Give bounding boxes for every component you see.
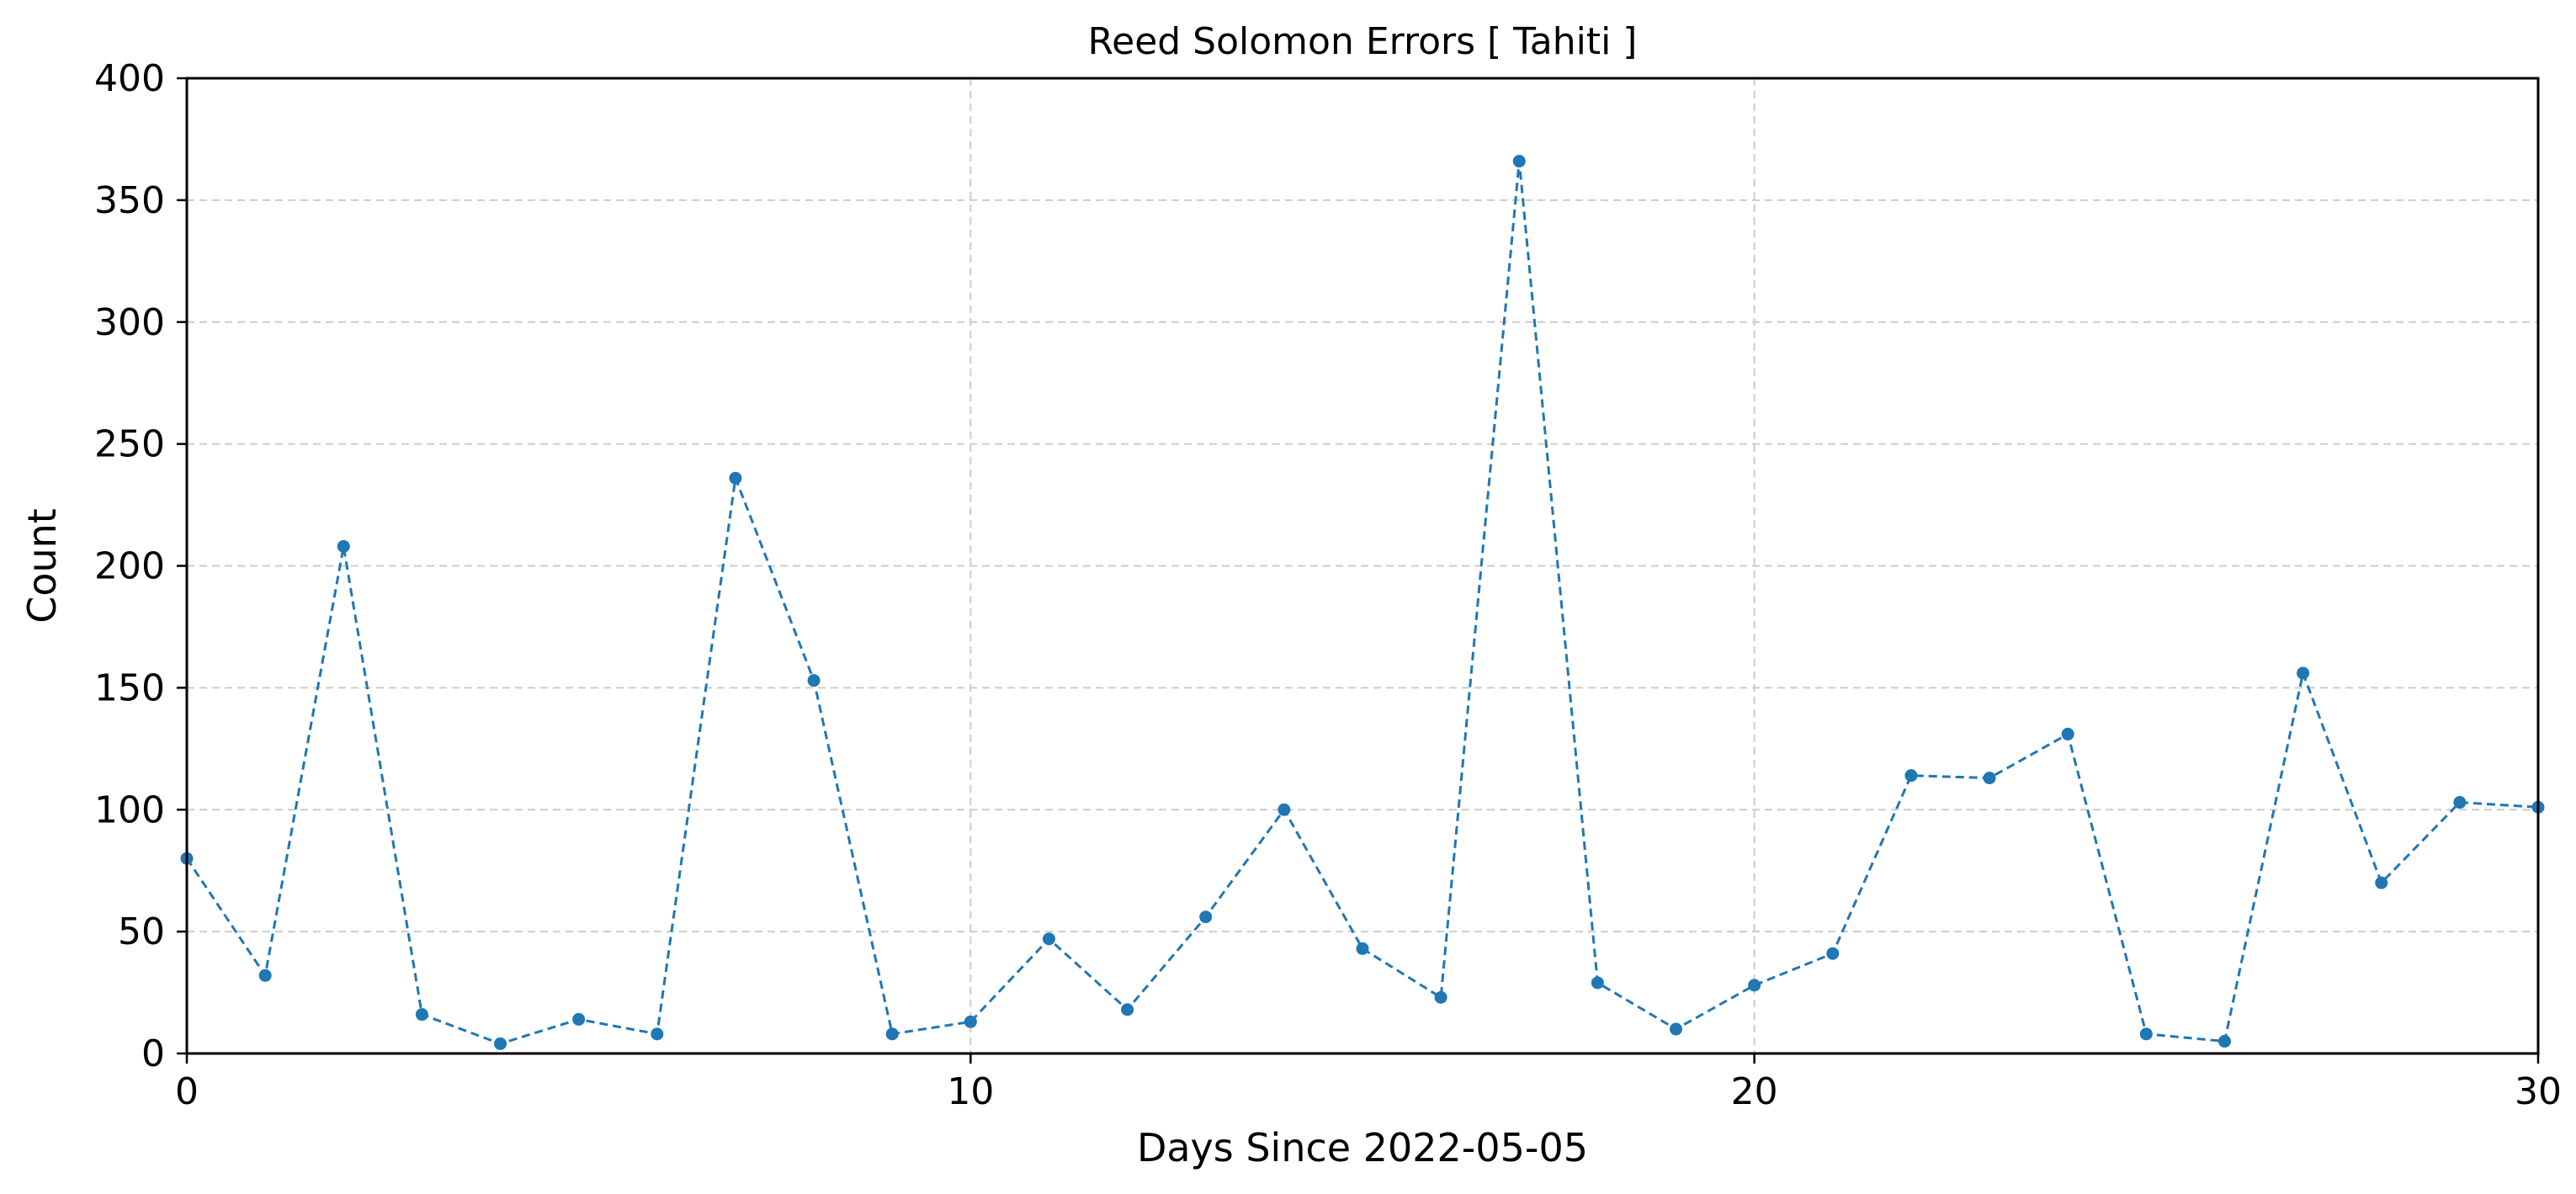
data-point <box>415 1008 428 1022</box>
data-point <box>1748 979 1761 992</box>
ticks: 0 50 100 150 200 250 300 350 400 0 10 20 30 <box>94 57 2562 1113</box>
data-point <box>2217 1035 2231 1048</box>
series-line <box>185 161 2539 1045</box>
chart-title: Reed Solomon Errors [ Tahiti ] <box>1088 20 1638 63</box>
data-point <box>2139 1027 2153 1041</box>
data-point <box>494 1037 507 1050</box>
data-point <box>572 1012 586 1026</box>
y-tick-label: 0 <box>141 1032 165 1075</box>
y-tick-label: 200 <box>94 545 165 588</box>
y-tick-label: 400 <box>94 57 165 100</box>
x-tick-label: 0 <box>175 1070 199 1113</box>
data-point <box>1904 769 1918 783</box>
data-point <box>1277 803 1291 816</box>
data-point <box>885 1027 899 1041</box>
y-tick-label: 300 <box>94 301 165 344</box>
data-point <box>807 674 821 687</box>
y-axis-label: Count <box>19 508 65 624</box>
y-tick-label: 350 <box>94 179 165 222</box>
data-point <box>2453 796 2467 809</box>
data-point <box>258 968 272 982</box>
series-layer <box>180 155 2545 1050</box>
y-tick-label: 50 <box>118 910 165 953</box>
x-tick-label: 10 <box>947 1070 994 1113</box>
y-tick-label: 250 <box>94 423 165 466</box>
data-point <box>1434 990 1447 1004</box>
y-tick-label: 100 <box>94 788 165 831</box>
x-tick-label: 30 <box>2515 1070 2562 1113</box>
x-axis-label: Days Since 2022-05-05 <box>1137 1125 1588 1170</box>
data-point <box>2061 727 2074 740</box>
data-point <box>337 539 350 553</box>
data-point <box>2375 876 2388 889</box>
grid <box>186 77 2539 1054</box>
data-point <box>729 471 742 485</box>
y-tick-label: 150 <box>94 666 165 709</box>
data-point <box>1826 947 1840 960</box>
data-point <box>2297 666 2310 680</box>
data-point <box>1356 942 1369 955</box>
data-point <box>1983 772 1996 785</box>
data-point <box>1199 910 1213 924</box>
data-point <box>651 1027 664 1041</box>
data-point <box>1512 155 1526 168</box>
data-point <box>1591 976 1604 990</box>
data-point <box>1670 1022 1683 1036</box>
data-point <box>964 1015 977 1028</box>
data-point <box>1042 932 1055 946</box>
x-tick-label: 20 <box>1731 1070 1778 1113</box>
data-point <box>1121 1003 1134 1016</box>
